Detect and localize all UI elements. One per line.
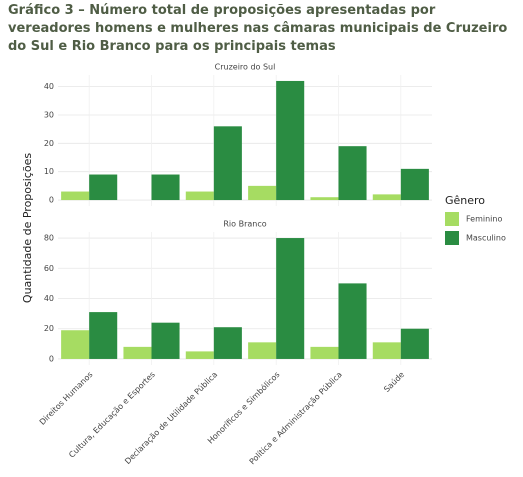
bar [400, 168, 429, 201]
bar [151, 174, 180, 201]
bar [276, 238, 305, 359]
y-tick-label: 10 [44, 167, 54, 176]
legend-swatch [445, 212, 459, 226]
bar [61, 330, 90, 359]
bar [338, 146, 367, 201]
bar [185, 351, 214, 359]
y-tick-label: 60 [44, 264, 54, 273]
legend-swatch [445, 231, 459, 245]
y-tick-label: 20 [44, 139, 54, 148]
facet-title: Cruzeiro do Sul [215, 63, 276, 72]
bar [151, 322, 180, 359]
y-tick-label: 40 [44, 294, 54, 303]
bar [372, 194, 401, 201]
x-tick-label: Honoríficos e Simbólicos [205, 369, 281, 445]
bar [248, 185, 277, 201]
bar [372, 342, 401, 359]
legend-label: Masculino [466, 234, 506, 243]
legend-label: Feminino [466, 215, 502, 224]
y-tick-label: 30 [44, 110, 54, 119]
strip [58, 218, 432, 230]
y-axis-label: Quantidade de Proposições [21, 153, 34, 303]
x-tick-label: Saúde [382, 370, 406, 394]
bar [89, 312, 118, 359]
bar [89, 174, 118, 201]
bar [213, 126, 242, 201]
page-title: Gráfico 3 – Número total de proposições … [8, 3, 508, 54]
panel [58, 75, 432, 206]
y-tick-label: 20 [44, 324, 54, 333]
bar [61, 191, 90, 201]
x-tick-label: Direitos Humanos [38, 370, 95, 427]
y-tick-label: 80 [44, 234, 54, 243]
bar [185, 191, 214, 201]
bar [338, 283, 367, 359]
bar [310, 197, 339, 201]
legend-title: Gênero [445, 194, 485, 207]
bar [310, 346, 339, 359]
y-tick-label: 40 [44, 82, 54, 91]
y-tick-label: 0 [49, 196, 54, 205]
bar [400, 328, 429, 359]
y-tick-label: 0 [49, 354, 54, 363]
facet-title: Rio Branco [223, 220, 266, 229]
bar [123, 346, 152, 359]
strip [58, 61, 432, 73]
bar [213, 327, 242, 359]
bar [248, 342, 277, 359]
bar [276, 80, 305, 201]
